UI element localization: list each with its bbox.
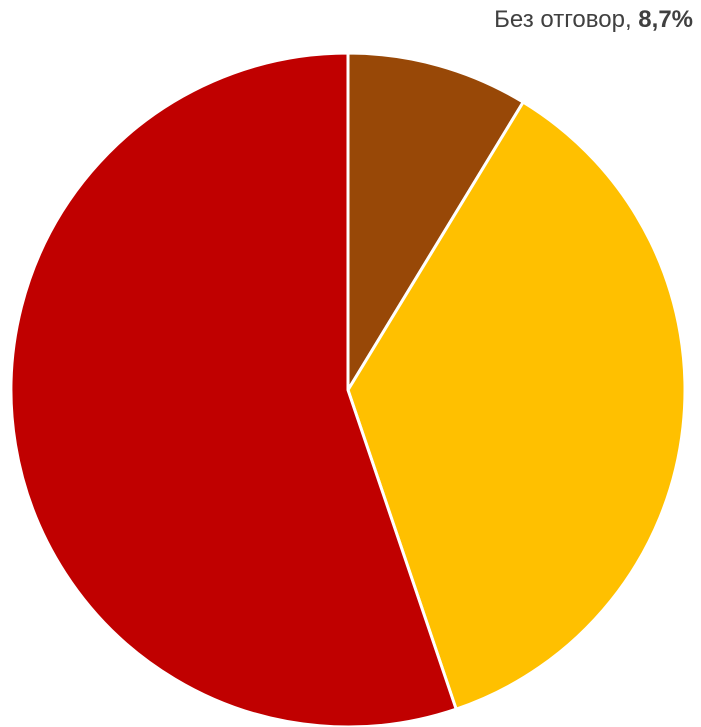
slice-label-text: Без отговор [494,6,625,33]
slice-label-separator: , [624,6,639,33]
slice-label-value: 8,7% [638,6,693,33]
pie-slice-1 [346,100,687,711]
pie-slice-2 [9,51,458,727]
pie-slice-0 [346,51,525,392]
slice-label-no-answer: Без отговор, 8,7% [494,6,693,34]
